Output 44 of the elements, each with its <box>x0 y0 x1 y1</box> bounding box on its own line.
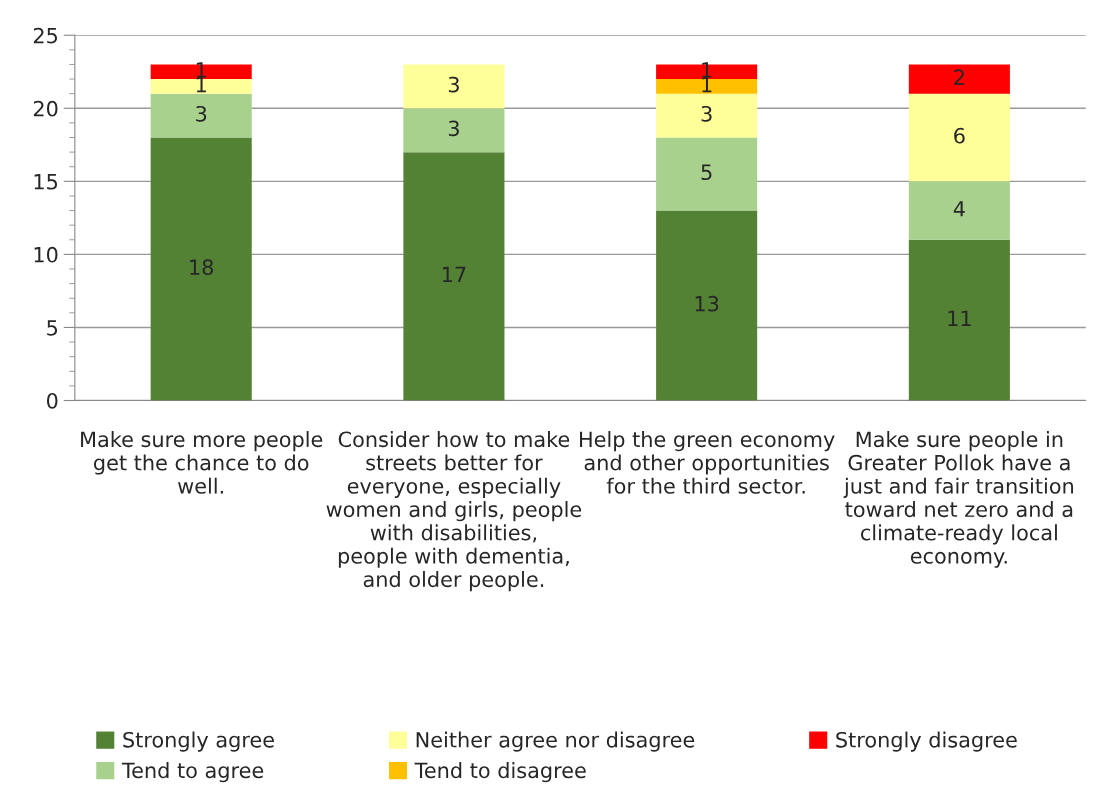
data-label: 1 <box>196 62 206 78</box>
data-label: 11 <box>948 310 971 326</box>
data-label: 18 <box>190 259 214 276</box>
y-tick-label: 5 <box>47 320 58 336</box>
bar <box>150 137 252 401</box>
data-label: 3 <box>701 105 712 122</box>
x-tick-label: Make sure people in Greater Pollok have a just and fair transition toward net zero and a climate-ready local economy. <box>843 431 1073 568</box>
bar <box>150 93 252 138</box>
y-tick-label: 0 <box>46 392 58 409</box>
legend-label: Neither agree nor disagree <box>416 731 695 752</box>
data-label: 4 <box>953 201 965 217</box>
data-label: 6 <box>954 127 965 144</box>
legend-label: Tend to disagree <box>414 762 586 783</box>
data-label: 2 <box>954 69 964 85</box>
y-tick-label: 25 <box>33 27 58 44</box>
y-tick-label: 15 <box>34 174 58 190</box>
bar <box>908 181 1010 240</box>
bar <box>403 64 505 109</box>
legend-label: Tend to agree <box>121 762 264 783</box>
x-tick-label: Help the green economy and other opportunities for the third sector. <box>580 431 835 494</box>
legend-label: Strongly agree <box>123 731 274 752</box>
data-label: 1 <box>702 76 712 93</box>
data-label: 1 <box>702 62 712 78</box>
data-label: 5 <box>701 164 712 181</box>
bar <box>908 64 1010 94</box>
bar <box>656 137 758 211</box>
bar <box>656 210 758 401</box>
bar <box>656 79 758 94</box>
bar <box>656 93 758 138</box>
data-label: 3 <box>448 76 459 93</box>
data-label: 3 <box>448 120 459 137</box>
data-label: 3 <box>196 105 207 122</box>
legend-label: Strongly disagree <box>836 731 1017 752</box>
bar <box>908 93 1010 182</box>
bar <box>908 239 1010 401</box>
y-tick-label: 20 <box>33 100 58 117</box>
bar <box>403 108 505 153</box>
data-label: 13 <box>695 295 719 312</box>
bar <box>150 79 252 94</box>
y-tick-label: 10 <box>34 246 58 263</box>
bar <box>403 152 505 401</box>
data-label: 1 <box>196 76 206 93</box>
data-label: 17 <box>442 266 466 283</box>
x-tick-label: Make sure more people get the chance to do well. <box>81 431 323 494</box>
